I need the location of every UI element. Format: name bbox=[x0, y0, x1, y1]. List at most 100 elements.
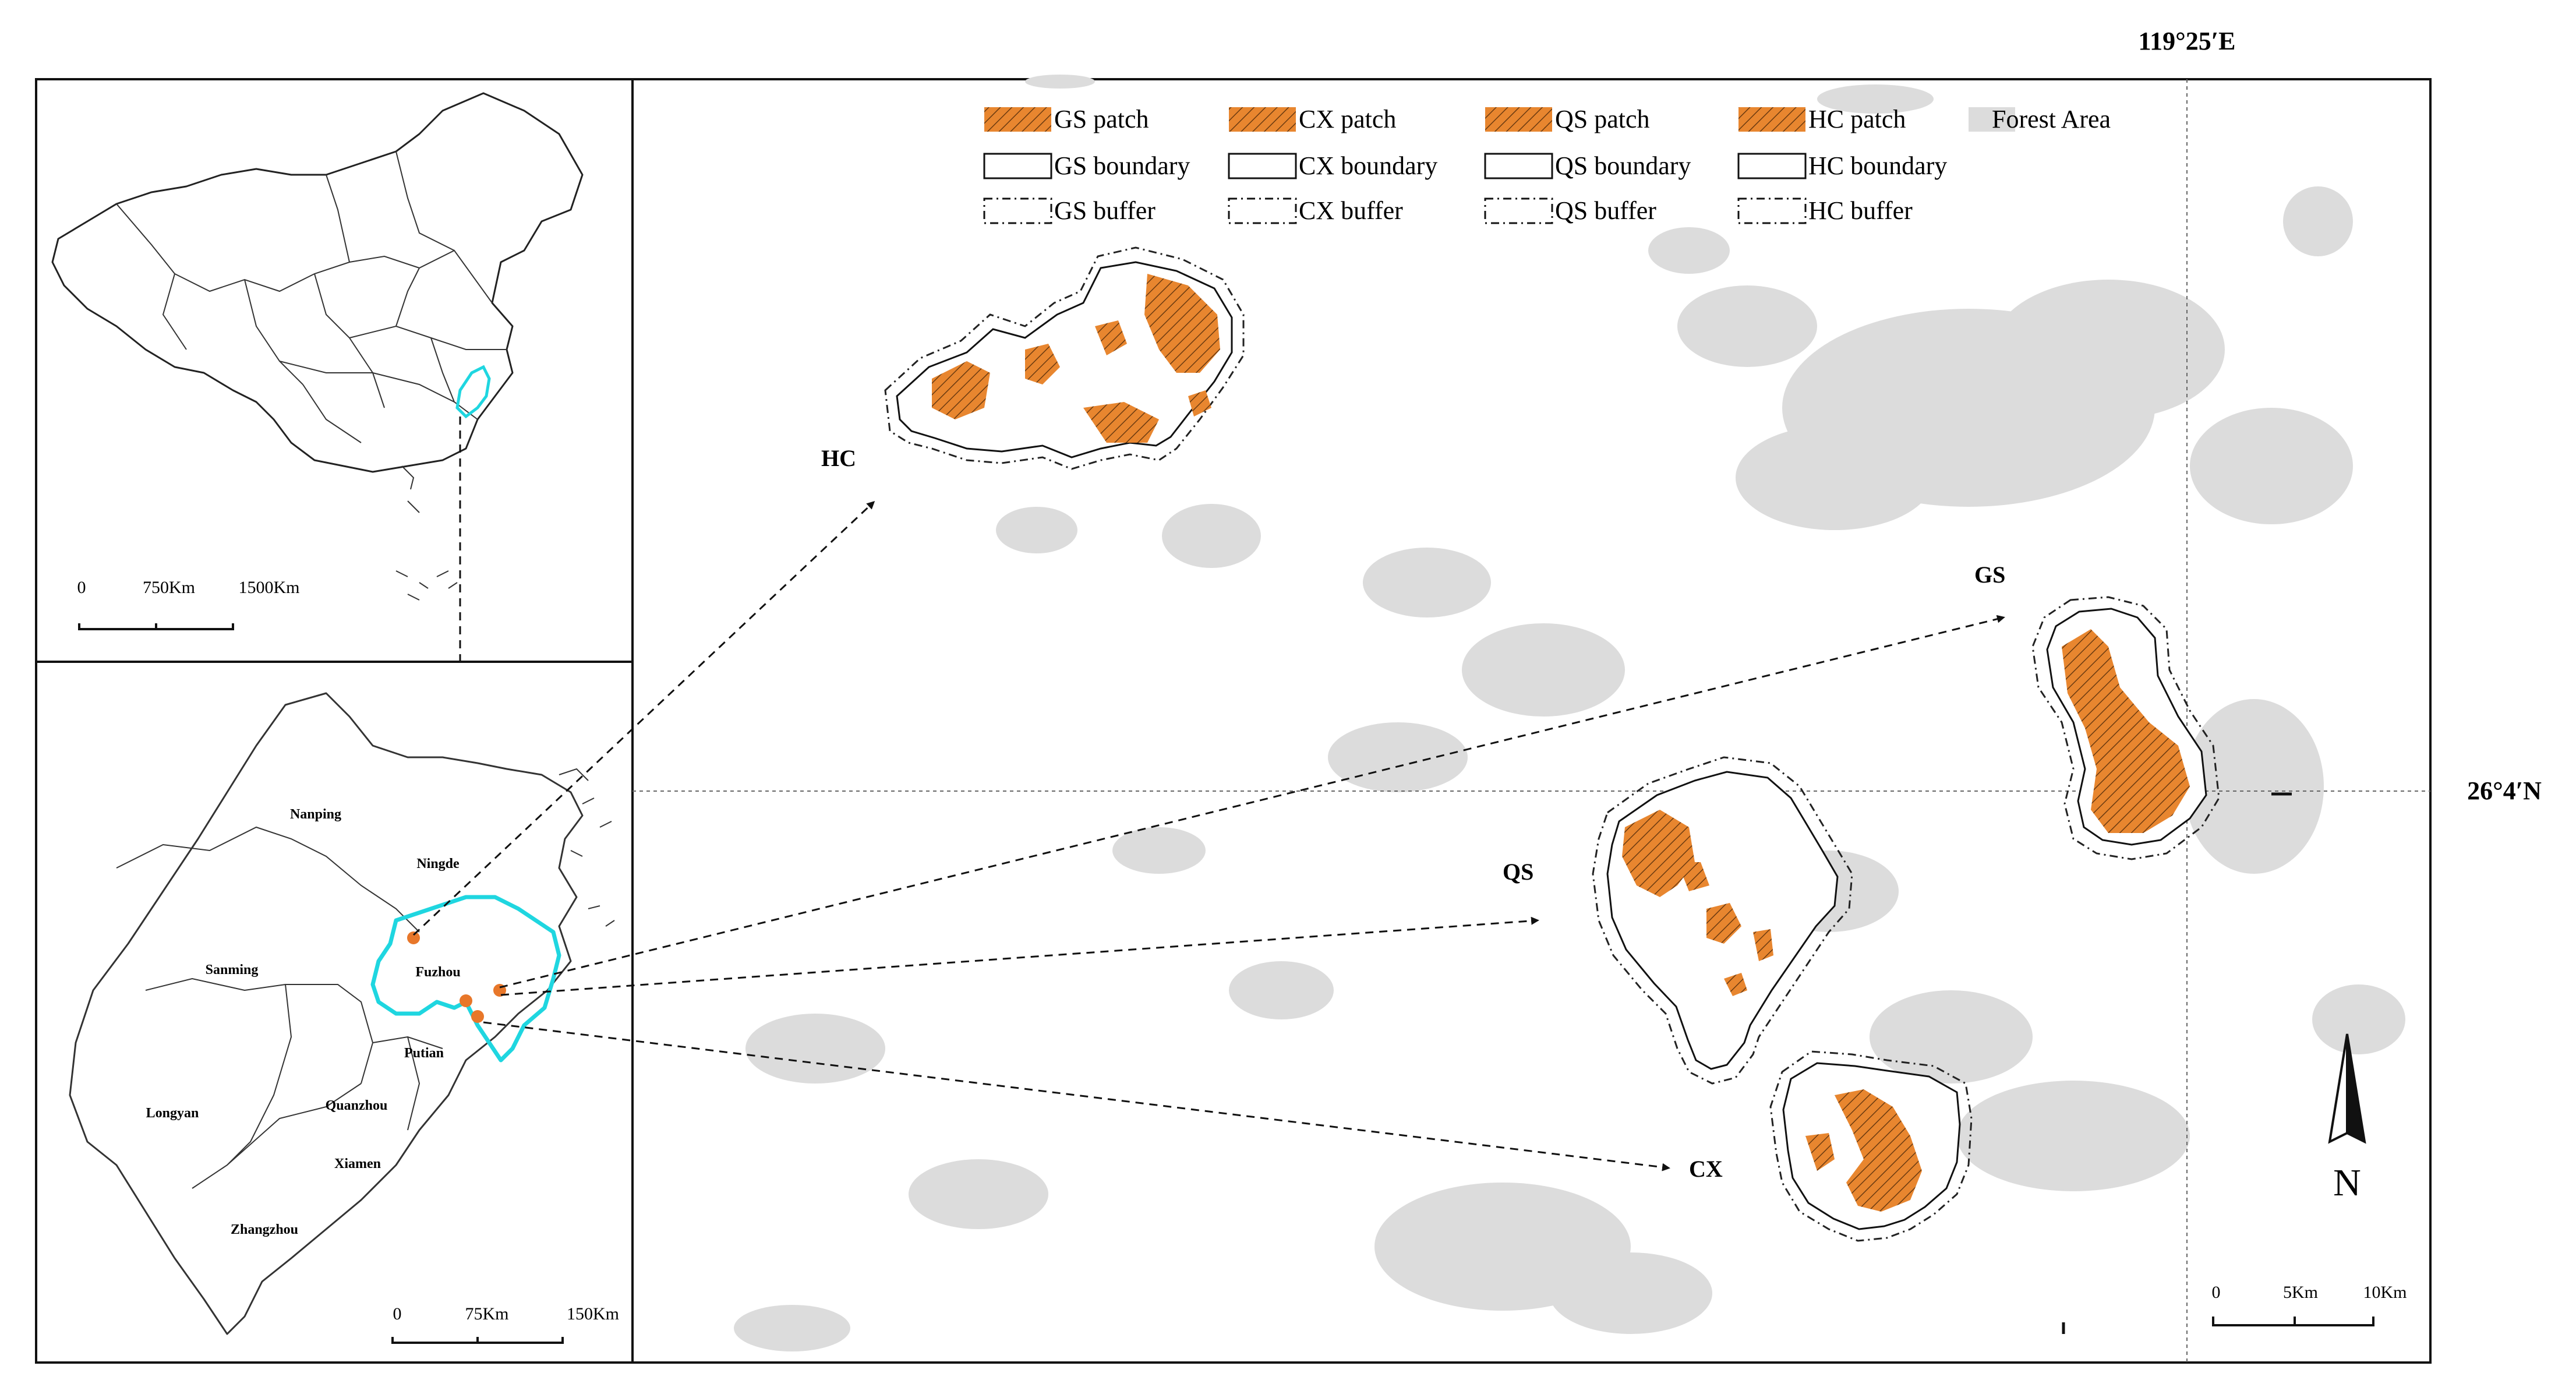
fujian-inset: Nanping Ningde Sanming Fuzhou Putian Lon… bbox=[35, 661, 634, 1364]
fuzhou-highlight bbox=[370, 895, 561, 1063]
china-scale-1500: 1500Km bbox=[239, 578, 300, 597]
north-arrow: N bbox=[2328, 1033, 2366, 1204]
legend-swatch-forest-area bbox=[1969, 107, 2015, 132]
site-hc bbox=[884, 246, 1245, 470]
main-scale-0: 0 bbox=[2212, 1283, 2221, 1302]
legend-label-cx-buffer: CX buffer bbox=[1299, 196, 1403, 225]
cx-patch bbox=[1805, 1089, 1922, 1212]
site-qs bbox=[1592, 756, 1853, 1085]
fujian-highlight-china bbox=[455, 365, 491, 419]
city-xiamen: Xiamen bbox=[334, 1156, 381, 1171]
fujian-scale-75: 75Km bbox=[465, 1304, 509, 1324]
fujian-scale-0: 0 bbox=[393, 1304, 402, 1324]
fujian-scale-150: 150Km bbox=[567, 1304, 619, 1324]
legend-label-hc-boundary: HC boundary bbox=[1808, 151, 1947, 180]
qs-buffer bbox=[1592, 756, 1853, 1085]
legend-label-qs-patch: QS patch bbox=[1555, 105, 1650, 133]
legend-label-cx-patch: CX patch bbox=[1299, 105, 1396, 133]
label-gs: GS bbox=[1974, 562, 2005, 588]
legend-swatch-hc-patch bbox=[1738, 107, 1805, 132]
label-hc: HC bbox=[821, 445, 856, 471]
hc-buffer bbox=[884, 246, 1245, 470]
legend-item-gs-buffer: GS buffer bbox=[983, 196, 1156, 225]
longitude-label: 119°25′E bbox=[2139, 27, 2236, 55]
legend-item-gs-patch: GS patch bbox=[984, 105, 1149, 133]
hc-patch bbox=[932, 274, 1220, 443]
legend-label-cx-boundary: CX boundary bbox=[1299, 151, 1437, 180]
legend-swatch-gs-patch bbox=[984, 107, 1051, 132]
legend-item-qs-patch: QS patch bbox=[1485, 105, 1650, 133]
site-dot-cx bbox=[471, 1010, 484, 1023]
legend-item-qs-buffer: QS buffer bbox=[1484, 196, 1656, 225]
legend-swatch-qs-patch bbox=[1485, 107, 1552, 132]
arrow-to-gs bbox=[499, 615, 2005, 989]
latitude-label: 26°4′N bbox=[2467, 777, 2542, 805]
arrow-to-cx bbox=[483, 1021, 1670, 1171]
legend-item-qs-boundary: QS boundary bbox=[1484, 151, 1691, 180]
china-scalebar: 0 750Km 1500Km bbox=[77, 578, 300, 630]
site-cx bbox=[1769, 1050, 1973, 1242]
legend-swatch-cx-buffer bbox=[1228, 197, 1297, 224]
china-scale-750: 750Km bbox=[143, 578, 195, 597]
city-labels: Nanping Ningde Sanming Fuzhou Putian Lon… bbox=[146, 807, 461, 1237]
site-dot-qs bbox=[460, 994, 472, 1007]
legend-item-cx-buffer: CX buffer bbox=[1228, 196, 1403, 225]
legend-label-hc-patch: HC patch bbox=[1808, 105, 1906, 133]
label-cx: CX bbox=[1689, 1156, 1723, 1182]
legend-label-gs-patch: GS patch bbox=[1054, 105, 1149, 133]
legend-item-cx-patch: CX patch bbox=[1229, 105, 1396, 133]
legend-label-hc-buffer: HC buffer bbox=[1808, 196, 1913, 225]
city-zhangzhou: Zhangzhou bbox=[231, 1222, 298, 1237]
coastal-islands bbox=[559, 768, 615, 927]
city-quanzhou: Quanzhou bbox=[326, 1098, 388, 1113]
legend-swatch-cx-boundary bbox=[1228, 153, 1297, 179]
legend-swatch-hc-boundary bbox=[1737, 153, 1807, 179]
forest-area-layer bbox=[734, 75, 2405, 1351]
main-scale-10: 10Km bbox=[2363, 1283, 2407, 1302]
legend-item-forest-area: Forest Area bbox=[1969, 105, 2111, 133]
main-scalebar: 0 5Km 10Km bbox=[2212, 1283, 2407, 1326]
legend-swatch-gs-buffer bbox=[983, 197, 1052, 224]
south-china-sea-islands bbox=[395, 465, 458, 601]
cx-buffer bbox=[1769, 1050, 1973, 1242]
legend-label-gs-buffer: GS buffer bbox=[1054, 196, 1156, 225]
arrow-to-qs bbox=[500, 916, 1539, 996]
city-sanming: Sanming bbox=[206, 962, 259, 977]
site-gs bbox=[2031, 596, 2220, 860]
china-inset: 0 750Km 1500Km bbox=[35, 78, 634, 686]
main-scale-5: 5Km bbox=[2283, 1283, 2318, 1302]
legend-item-gs-boundary: GS boundary bbox=[983, 151, 1190, 180]
main-map: HC GS QS CX GS patch CX patch QS patch HC p… bbox=[412, 27, 2542, 1364]
site-arrows bbox=[412, 500, 2005, 1171]
site-labels: HC GS QS CX bbox=[821, 445, 2005, 1182]
site-dot-hc bbox=[407, 931, 420, 944]
legend-label-forest-area: Forest Area bbox=[1992, 105, 2111, 133]
china-scale-0: 0 bbox=[77, 578, 86, 597]
city-fuzhou: Fuzhou bbox=[415, 965, 460, 980]
city-nanping: Nanping bbox=[290, 807, 341, 822]
map-legend: GS patch CX patch QS patch HC patch Forest A… bbox=[983, 105, 2111, 225]
city-longyan: Longyan bbox=[146, 1106, 199, 1121]
legend-swatch-gs-boundary bbox=[983, 153, 1052, 179]
fujian-outline bbox=[69, 692, 584, 1335]
legend-swatch-hc-buffer bbox=[1737, 197, 1807, 224]
legend-item-cx-boundary: CX boundary bbox=[1228, 151, 1437, 180]
arrow-to-hc bbox=[412, 500, 875, 936]
legend-item-hc-patch: HC patch bbox=[1738, 105, 1906, 133]
label-qs: QS bbox=[1503, 859, 1533, 885]
gs-buffer bbox=[2031, 596, 2220, 860]
fujian-scalebar: 0 75Km 150Km bbox=[391, 1304, 619, 1344]
legend-swatch-qs-buffer bbox=[1484, 197, 1553, 224]
legend-label-gs-boundary: GS boundary bbox=[1054, 151, 1190, 180]
legend-item-hc-boundary: HC boundary bbox=[1737, 151, 1947, 180]
fujian-city-borders bbox=[116, 826, 443, 1189]
north-label: N bbox=[2333, 1162, 2361, 1204]
legend-swatch-qs-boundary bbox=[1484, 153, 1553, 179]
legend-swatch-cx-patch bbox=[1229, 107, 1296, 132]
legend-label-qs-buffer: QS buffer bbox=[1555, 196, 1656, 225]
china-province-lines bbox=[116, 151, 507, 443]
legend-label-qs-boundary: QS boundary bbox=[1555, 151, 1691, 180]
legend-item-hc-buffer: HC buffer bbox=[1737, 196, 1913, 225]
qs-patch bbox=[1622, 810, 1773, 996]
